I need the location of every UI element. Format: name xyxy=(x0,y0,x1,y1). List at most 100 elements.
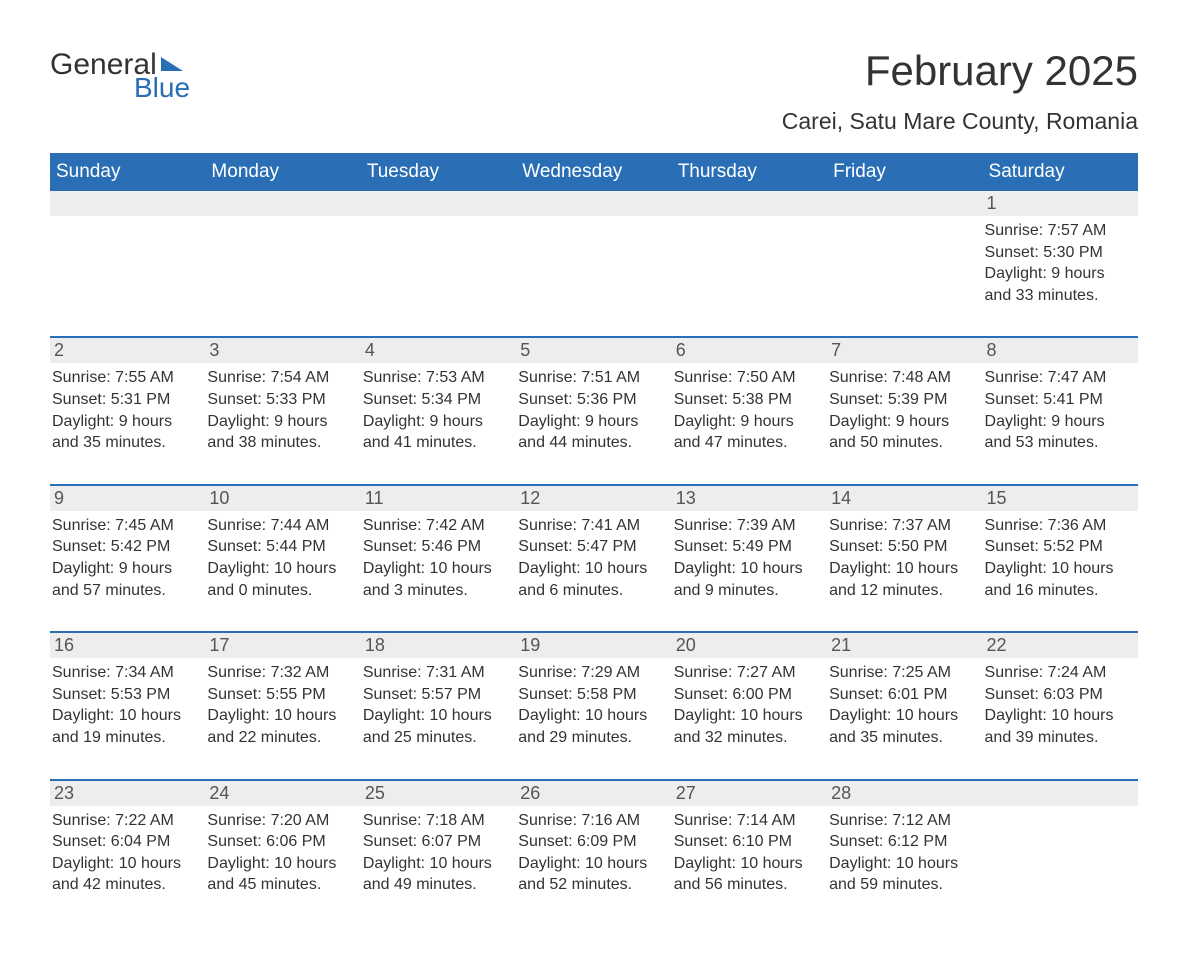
day-number-cell: 10 xyxy=(205,486,360,511)
day-detail-cell: Sunrise: 7:34 AMSunset: 5:53 PMDaylight:… xyxy=(50,658,205,778)
daylight-line: Daylight: 9 hours and 33 minutes. xyxy=(985,263,1132,306)
day-detail-cell: Sunrise: 7:53 AMSunset: 5:34 PMDaylight:… xyxy=(361,363,516,483)
day-detail-cell: Sunrise: 7:45 AMSunset: 5:42 PMDaylight:… xyxy=(50,511,205,631)
sunset-line: Sunset: 5:55 PM xyxy=(207,684,354,706)
day-number-cell: 20 xyxy=(672,633,827,658)
day-number-cell: 21 xyxy=(827,633,982,658)
sunrise-line: Sunrise: 7:27 AM xyxy=(674,662,821,684)
weekday-header: Friday xyxy=(827,153,982,191)
day-number-cell: 1 xyxy=(983,191,1138,216)
day-detail-cell: Sunrise: 7:14 AMSunset: 6:10 PMDaylight:… xyxy=(672,806,827,926)
sunset-line: Sunset: 6:12 PM xyxy=(829,831,976,853)
page-header: General Blue February 2025 Carei, Satu M… xyxy=(50,50,1138,135)
day-number-cell: 11 xyxy=(361,486,516,511)
location-subtitle: Carei, Satu Mare County, Romania xyxy=(782,108,1138,135)
day-detail-cell: Sunrise: 7:39 AMSunset: 5:49 PMDaylight:… xyxy=(672,511,827,631)
sunrise-line: Sunrise: 7:45 AM xyxy=(52,515,199,537)
day-number-cell: 25 xyxy=(361,781,516,806)
day-number-cell: 17 xyxy=(205,633,360,658)
day-number-row: 16171819202122 xyxy=(50,633,1138,658)
day-number-cell: 22 xyxy=(983,633,1138,658)
day-detail-cell: Sunrise: 7:37 AMSunset: 5:50 PMDaylight:… xyxy=(827,511,982,631)
title-block: February 2025 Carei, Satu Mare County, R… xyxy=(782,50,1138,135)
sunrise-line: Sunrise: 7:24 AM xyxy=(985,662,1132,684)
sunset-line: Sunset: 5:31 PM xyxy=(52,389,199,411)
sunrise-line: Sunrise: 7:51 AM xyxy=(518,367,665,389)
sunrise-line: Sunrise: 7:12 AM xyxy=(829,810,976,832)
day-number-cell: 19 xyxy=(516,633,671,658)
sunset-line: Sunset: 5:47 PM xyxy=(518,536,665,558)
daylight-line: Daylight: 10 hours and 0 minutes. xyxy=(207,558,354,601)
sunrise-line: Sunrise: 7:53 AM xyxy=(363,367,510,389)
sunrise-line: Sunrise: 7:29 AM xyxy=(518,662,665,684)
day-detail-cell: Sunrise: 7:36 AMSunset: 5:52 PMDaylight:… xyxy=(983,511,1138,631)
daylight-line: Daylight: 10 hours and 9 minutes. xyxy=(674,558,821,601)
day-detail-cell: Sunrise: 7:57 AMSunset: 5:30 PMDaylight:… xyxy=(983,216,1138,336)
sunrise-line: Sunrise: 7:16 AM xyxy=(518,810,665,832)
day-number-cell: 9 xyxy=(50,486,205,511)
daylight-line: Daylight: 10 hours and 29 minutes. xyxy=(518,705,665,748)
day-detail-row: Sunrise: 7:45 AMSunset: 5:42 PMDaylight:… xyxy=(50,511,1138,631)
sunset-line: Sunset: 5:50 PM xyxy=(829,536,976,558)
day-number-cell xyxy=(205,191,360,216)
weekday-header: Saturday xyxy=(983,153,1138,191)
day-detail-cell: Sunrise: 7:16 AMSunset: 6:09 PMDaylight:… xyxy=(516,806,671,926)
sunset-line: Sunset: 5:38 PM xyxy=(674,389,821,411)
sunset-line: Sunset: 6:00 PM xyxy=(674,684,821,706)
daylight-line: Daylight: 10 hours and 45 minutes. xyxy=(207,853,354,896)
sunset-line: Sunset: 5:33 PM xyxy=(207,389,354,411)
day-detail-cell: Sunrise: 7:42 AMSunset: 5:46 PMDaylight:… xyxy=(361,511,516,631)
daylight-line: Daylight: 9 hours and 38 minutes. xyxy=(207,411,354,454)
day-detail-cell xyxy=(516,216,671,336)
day-number-cell: 27 xyxy=(672,781,827,806)
sunset-line: Sunset: 6:04 PM xyxy=(52,831,199,853)
daylight-line: Daylight: 10 hours and 25 minutes. xyxy=(363,705,510,748)
weekday-header: Thursday xyxy=(672,153,827,191)
daylight-line: Daylight: 10 hours and 32 minutes. xyxy=(674,705,821,748)
daylight-line: Daylight: 10 hours and 6 minutes. xyxy=(518,558,665,601)
sunset-line: Sunset: 5:39 PM xyxy=(829,389,976,411)
month-title: February 2025 xyxy=(782,50,1138,92)
day-detail-cell: Sunrise: 7:48 AMSunset: 5:39 PMDaylight:… xyxy=(827,363,982,483)
day-number-row: 232425262728 xyxy=(50,781,1138,806)
sunset-line: Sunset: 5:52 PM xyxy=(985,536,1132,558)
day-detail-cell: Sunrise: 7:55 AMSunset: 5:31 PMDaylight:… xyxy=(50,363,205,483)
day-detail-cell: Sunrise: 7:22 AMSunset: 6:04 PMDaylight:… xyxy=(50,806,205,926)
sunrise-line: Sunrise: 7:14 AM xyxy=(674,810,821,832)
day-detail-cell: Sunrise: 7:27 AMSunset: 6:00 PMDaylight:… xyxy=(672,658,827,778)
day-number-row: 1 xyxy=(50,191,1138,216)
daylight-line: Daylight: 10 hours and 49 minutes. xyxy=(363,853,510,896)
daylight-line: Daylight: 10 hours and 52 minutes. xyxy=(518,853,665,896)
day-detail-cell xyxy=(50,216,205,336)
weekday-header: Tuesday xyxy=(361,153,516,191)
sunset-line: Sunset: 5:46 PM xyxy=(363,536,510,558)
day-number-cell: 16 xyxy=(50,633,205,658)
day-number-cell: 15 xyxy=(983,486,1138,511)
day-number-cell: 12 xyxy=(516,486,671,511)
day-number-cell: 24 xyxy=(205,781,360,806)
day-number-cell: 18 xyxy=(361,633,516,658)
day-number-cell: 6 xyxy=(672,338,827,363)
day-detail-cell: Sunrise: 7:54 AMSunset: 5:33 PMDaylight:… xyxy=(205,363,360,483)
sunrise-line: Sunrise: 7:42 AM xyxy=(363,515,510,537)
sunset-line: Sunset: 5:58 PM xyxy=(518,684,665,706)
day-detail-cell: Sunrise: 7:18 AMSunset: 6:07 PMDaylight:… xyxy=(361,806,516,926)
sunrise-line: Sunrise: 7:41 AM xyxy=(518,515,665,537)
day-detail-cell: Sunrise: 7:29 AMSunset: 5:58 PMDaylight:… xyxy=(516,658,671,778)
daylight-line: Daylight: 10 hours and 35 minutes. xyxy=(829,705,976,748)
sunset-line: Sunset: 6:06 PM xyxy=(207,831,354,853)
day-number-cell: 7 xyxy=(827,338,982,363)
sunrise-line: Sunrise: 7:37 AM xyxy=(829,515,976,537)
sunset-line: Sunset: 6:09 PM xyxy=(518,831,665,853)
day-detail-row: Sunrise: 7:55 AMSunset: 5:31 PM Daylight:… xyxy=(50,363,1138,483)
daylight-line: Daylight: 10 hours and 22 minutes. xyxy=(207,705,354,748)
sunrise-line: Sunrise: 7:32 AM xyxy=(207,662,354,684)
logo-flag-icon xyxy=(161,57,183,71)
sunset-line: Sunset: 5:53 PM xyxy=(52,684,199,706)
sunset-line: Sunset: 6:03 PM xyxy=(985,684,1132,706)
day-number-row: 9101112131415 xyxy=(50,486,1138,511)
sunrise-line: Sunrise: 7:34 AM xyxy=(52,662,199,684)
daylight-line: Daylight: 9 hours and 53 minutes. xyxy=(985,411,1132,454)
sunrise-line: Sunrise: 7:55 AM xyxy=(52,367,199,389)
logo-text-blue: Blue xyxy=(134,74,190,102)
